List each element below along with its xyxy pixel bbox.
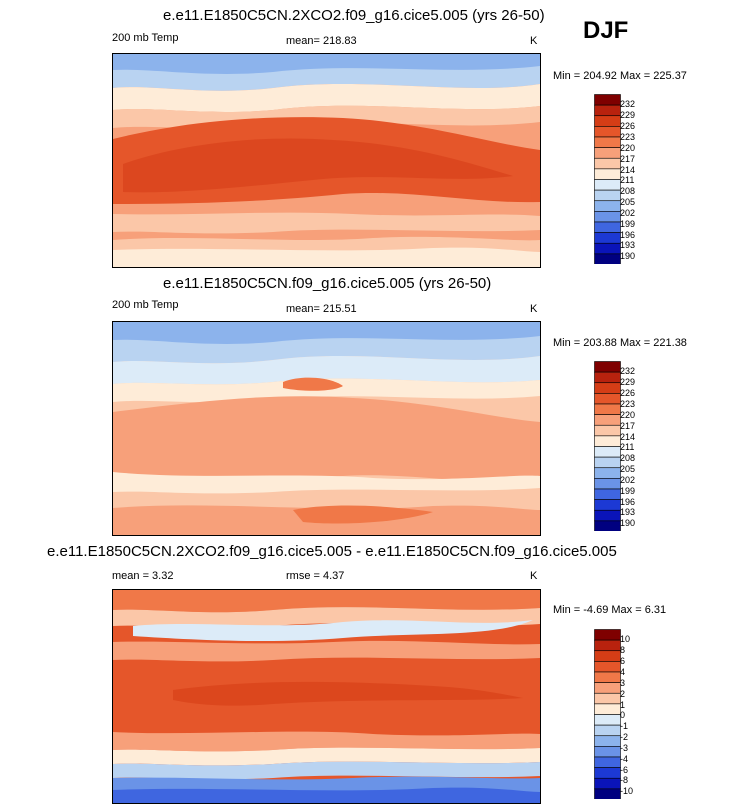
panel-1-colorbar-label: 208 bbox=[620, 186, 636, 196]
panel-1-colorbar-label: 214 bbox=[620, 165, 636, 175]
panel-2-colorbar-swatches bbox=[594, 361, 621, 532]
panel-3-map-field bbox=[113, 590, 540, 803]
panel-2-map-field bbox=[113, 322, 540, 535]
panel-1-map-field bbox=[113, 54, 540, 267]
panel-3-colorbar-label: -6 bbox=[620, 765, 629, 775]
panel-3-colorbar-label: 8 bbox=[620, 645, 626, 655]
panel-1-colorbar bbox=[594, 94, 622, 269]
panel-2-colorbar-label: 229 bbox=[620, 377, 636, 387]
panel-2-units: K bbox=[530, 303, 538, 315]
panel-3-colorbar-label: 3 bbox=[620, 678, 626, 688]
panel-2-colorbar-label: 217 bbox=[620, 421, 636, 431]
panel-1-map bbox=[112, 53, 541, 268]
panel-2-colorbar-label: 214 bbox=[620, 432, 636, 442]
panel-2-colorbar-labels: 232 229 226 223 220 217 214 211 208 205 … bbox=[594, 361, 674, 531]
panel-2-colorbar-label: 202 bbox=[620, 475, 636, 485]
panel-3-map bbox=[112, 589, 541, 804]
panel-2-colorbar-label: 190 bbox=[620, 518, 636, 528]
panel-2-mean: mean= 215.51 bbox=[286, 303, 357, 315]
panel-3-colorbar-label: -10 bbox=[620, 786, 634, 796]
panel-3-colorbar-label: 2 bbox=[620, 689, 626, 699]
panel-3-units: K bbox=[530, 570, 538, 582]
panel-3-title: e.e11.E1850C5CN.2XCO2.f09_g16.cice5.005 … bbox=[47, 543, 617, 560]
panel-2-colorbar-label: 226 bbox=[620, 388, 636, 398]
panel-1-variable-label: 200 mb Temp bbox=[112, 32, 179, 44]
panel-1-colorbar-label: 202 bbox=[620, 208, 636, 218]
panel-1-colorbar-label: 211 bbox=[620, 175, 635, 185]
panel-2-colorbar-label: 193 bbox=[620, 507, 636, 517]
panel-1-units: K bbox=[530, 35, 538, 47]
panel-3-colorbar-label: -4 bbox=[620, 754, 629, 764]
panel-3-rmse: rmse = 4.37 bbox=[286, 570, 345, 582]
panel-1-colorbar-label: 226 bbox=[620, 121, 636, 131]
panel-3-colorbar-label: 1 bbox=[620, 700, 626, 710]
season-label: DJF bbox=[583, 17, 629, 44]
panel-3-minmax: Min = -4.69 Max = 6.31 bbox=[553, 604, 667, 616]
panel-3-colorbar-label: 4 bbox=[620, 667, 626, 677]
panel-3-colorbar-swatches bbox=[594, 629, 621, 800]
panel-3-mean: mean = 3.32 bbox=[112, 570, 174, 582]
panel-1-colorbar-label: 220 bbox=[620, 143, 636, 153]
panel-2-colorbar-label: 211 bbox=[620, 442, 635, 452]
panel-1-colorbar-label: 196 bbox=[620, 230, 636, 240]
panel-3-colorbar-label: -8 bbox=[620, 775, 629, 785]
panel-1-colorbar-label: 223 bbox=[620, 132, 636, 142]
panel-1-title: e.e11.E1850C5CN.2XCO2.f09_g16.cice5.005 … bbox=[163, 7, 545, 24]
panel-3-colorbar-labels: 10 8 6 4 3 2 1 0 -1 -2 -3 -4 -6 -8 -10 bbox=[594, 629, 674, 799]
panel-1-colorbar-label: 232 bbox=[620, 99, 636, 109]
panel-2-colorbar-label: 208 bbox=[620, 453, 636, 463]
panel-3-colorbar-label: -3 bbox=[620, 743, 629, 753]
panel-2-variable-label: 200 mb Temp bbox=[112, 299, 179, 311]
panel-3-colorbar-label: 6 bbox=[620, 656, 626, 666]
panel-3-colorbar-label: -2 bbox=[620, 732, 629, 742]
panel-2-colorbar-label: 199 bbox=[620, 486, 636, 496]
panel-1-colorbar-label: 205 bbox=[620, 197, 636, 207]
panel-2-colorbar-label: 205 bbox=[620, 464, 636, 474]
panel-3-colorbar-label: 10 bbox=[620, 634, 631, 644]
panel-2-colorbar bbox=[594, 361, 622, 536]
panel-3-colorbar bbox=[594, 629, 622, 804]
panel-2-colorbar-label: 223 bbox=[620, 399, 636, 409]
panel-1-colorbar-label: 190 bbox=[620, 251, 636, 261]
panel-1-minmax: Min = 204.92 Max = 225.37 bbox=[553, 70, 687, 82]
panel-1-colorbar-label: 229 bbox=[620, 110, 636, 120]
panel-2-colorbar-label: 232 bbox=[620, 366, 636, 376]
panel-3-colorbar-label: -1 bbox=[620, 721, 629, 731]
panel-1-colorbar-labels: 232 229 226 223 220 217 214 211 208 205 … bbox=[594, 94, 674, 264]
panel-1-colorbar-swatches bbox=[594, 94, 621, 265]
panel-2-map bbox=[112, 321, 541, 536]
panel-3-colorbar-label: 0 bbox=[620, 710, 626, 720]
panel-2-colorbar-label: 196 bbox=[620, 497, 636, 507]
panel-1-mean: mean= 218.83 bbox=[286, 35, 357, 47]
panel-1-colorbar-label: 199 bbox=[620, 219, 636, 229]
panel-1-colorbar-label: 217 bbox=[620, 154, 636, 164]
panel-2-title: e.e11.E1850C5CN.f09_g16.cice5.005 (yrs 2… bbox=[163, 275, 492, 292]
panel-2-minmax: Min = 203.88 Max = 221.38 bbox=[553, 337, 687, 349]
panel-2-colorbar-label: 220 bbox=[620, 410, 636, 420]
panel-1-colorbar-label: 193 bbox=[620, 240, 636, 250]
